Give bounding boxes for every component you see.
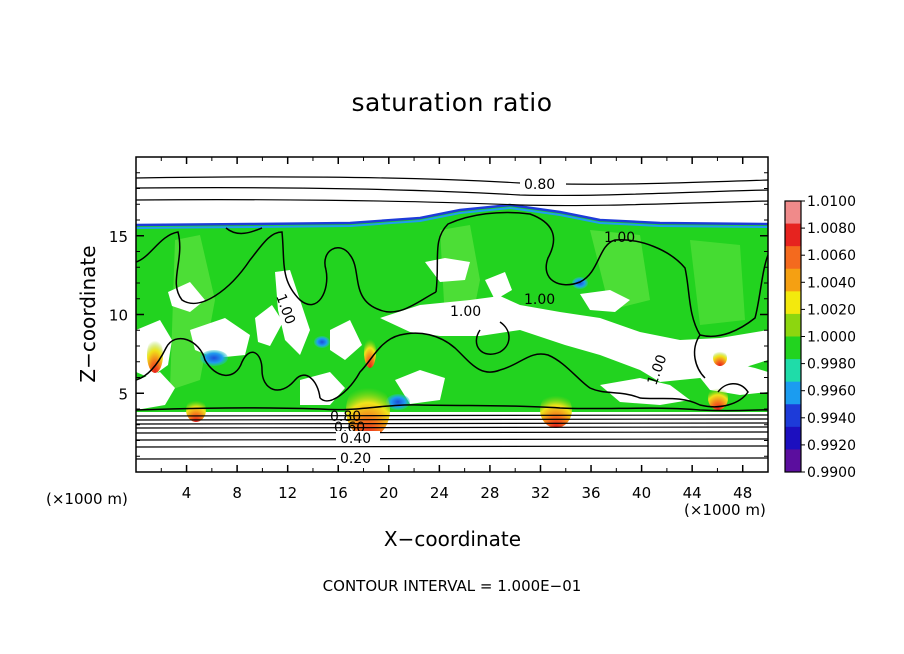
colorbar-swatch: [785, 359, 801, 383]
dry-region: [190, 318, 250, 358]
colorbar-swatch: [785, 223, 801, 247]
dry-region: [395, 370, 445, 404]
x-ticks: 4 8 12 16 20 24 28 32 36 40 44 48: [160, 157, 752, 502]
dry-region: [255, 305, 283, 346]
colorbar-label: 1.0060: [807, 248, 856, 264]
contour-label: 0.80: [330, 409, 361, 425]
dry-region: [690, 360, 768, 395]
light-band: [690, 240, 745, 325]
x-tick-label: 24: [430, 484, 449, 502]
x-tick-label: 32: [531, 484, 550, 502]
colorbar-label: 0.9900: [807, 465, 856, 481]
cloud-top-edge-2: [136, 206, 768, 229]
hot-spot: [147, 337, 163, 373]
x-tick-label: 36: [581, 484, 600, 502]
x-tick-label: 48: [733, 484, 752, 502]
contour-label: 0.20: [340, 451, 371, 467]
hot-spot: [708, 386, 728, 410]
colorbar-swatch: [785, 404, 801, 428]
x-tick-label: 44: [683, 484, 702, 502]
x-tick-label: 8: [232, 484, 242, 502]
colorbar: 1.0100 1.0080 1.0060 1.0040 1.0020 1.0000 0.99…: [784, 194, 856, 481]
colorbar-label: 1.0080: [807, 221, 856, 237]
colorbar-label: 0.9980: [807, 357, 856, 373]
colorbar-swatch: [785, 381, 801, 405]
colorbar-swatch: [785, 426, 801, 450]
colorbar-label: 1.0000: [807, 330, 856, 346]
x-tick-label: 20: [379, 484, 398, 502]
colorbar-label: 1.0020: [807, 302, 856, 318]
contour-label: 1.00: [604, 230, 635, 246]
colorbar-label: 0.9960: [807, 384, 856, 400]
x-tick-label: 4: [182, 484, 192, 502]
hot-spot: [364, 336, 376, 368]
colorbar-swatch: [785, 449, 801, 473]
x-unit-label-right: (×1000 m): [684, 501, 766, 519]
x-unit-label-left: (×1000 m): [46, 490, 128, 508]
colorbar-swatch: [785, 336, 801, 360]
colorbar-label: 1.0100: [807, 194, 856, 210]
dry-region: [580, 290, 630, 312]
x-axis-label: X−coordinate: [383, 527, 522, 551]
cloud-top-edge: [136, 203, 768, 227]
colorbar-label: 1.0040: [807, 275, 856, 291]
dry-region: [380, 296, 768, 382]
colorbar-swatch: [785, 201, 801, 225]
contour-label: 1.00: [524, 292, 555, 308]
y-tick-label: 10: [109, 307, 128, 325]
cool-patch: [314, 336, 330, 348]
x-tick-label: 16: [329, 484, 348, 502]
hot-spot: [186, 398, 206, 422]
y-tick-label: 5: [118, 385, 128, 403]
x-tick-label: 12: [278, 484, 297, 502]
colorbar-swatch: [785, 313, 801, 337]
contour-label: 0.40: [340, 431, 371, 447]
contour-interval-note: CONTOUR INTERVAL = 1.000E−01: [322, 577, 582, 595]
x-tick-label: 40: [632, 484, 651, 502]
colorbar-label: 0.9940: [807, 411, 856, 427]
colorbar-swatch: [785, 268, 801, 292]
chart-title: saturation ratio: [351, 88, 553, 117]
contour-label: 1.00: [450, 304, 481, 320]
colorbar-swatch: [785, 291, 801, 315]
dry-region: [485, 272, 512, 300]
colorbar-swatch: [785, 246, 801, 270]
dry-region: [136, 372, 175, 410]
dry-region: [425, 258, 470, 282]
contour-upper-layer: [136, 176, 768, 207]
contour-label: 0.80: [524, 177, 555, 193]
hot-spot: [540, 392, 572, 428]
dry-region: [330, 320, 362, 360]
colorbar-label: 0.9920: [807, 438, 856, 454]
x-tick-label: 28: [480, 484, 499, 502]
dry-region: [300, 372, 345, 405]
contour-1.00: [136, 211, 768, 408]
light-band: [590, 230, 650, 310]
contour-stable-layer: [136, 404, 768, 460]
y-ticks: 5 10 15: [109, 172, 768, 457]
y-axis-label: Z−coordinate: [76, 245, 100, 383]
hot-spot: [713, 350, 727, 366]
y-tick-label: 15: [109, 228, 128, 246]
dry-region: [275, 270, 310, 355]
